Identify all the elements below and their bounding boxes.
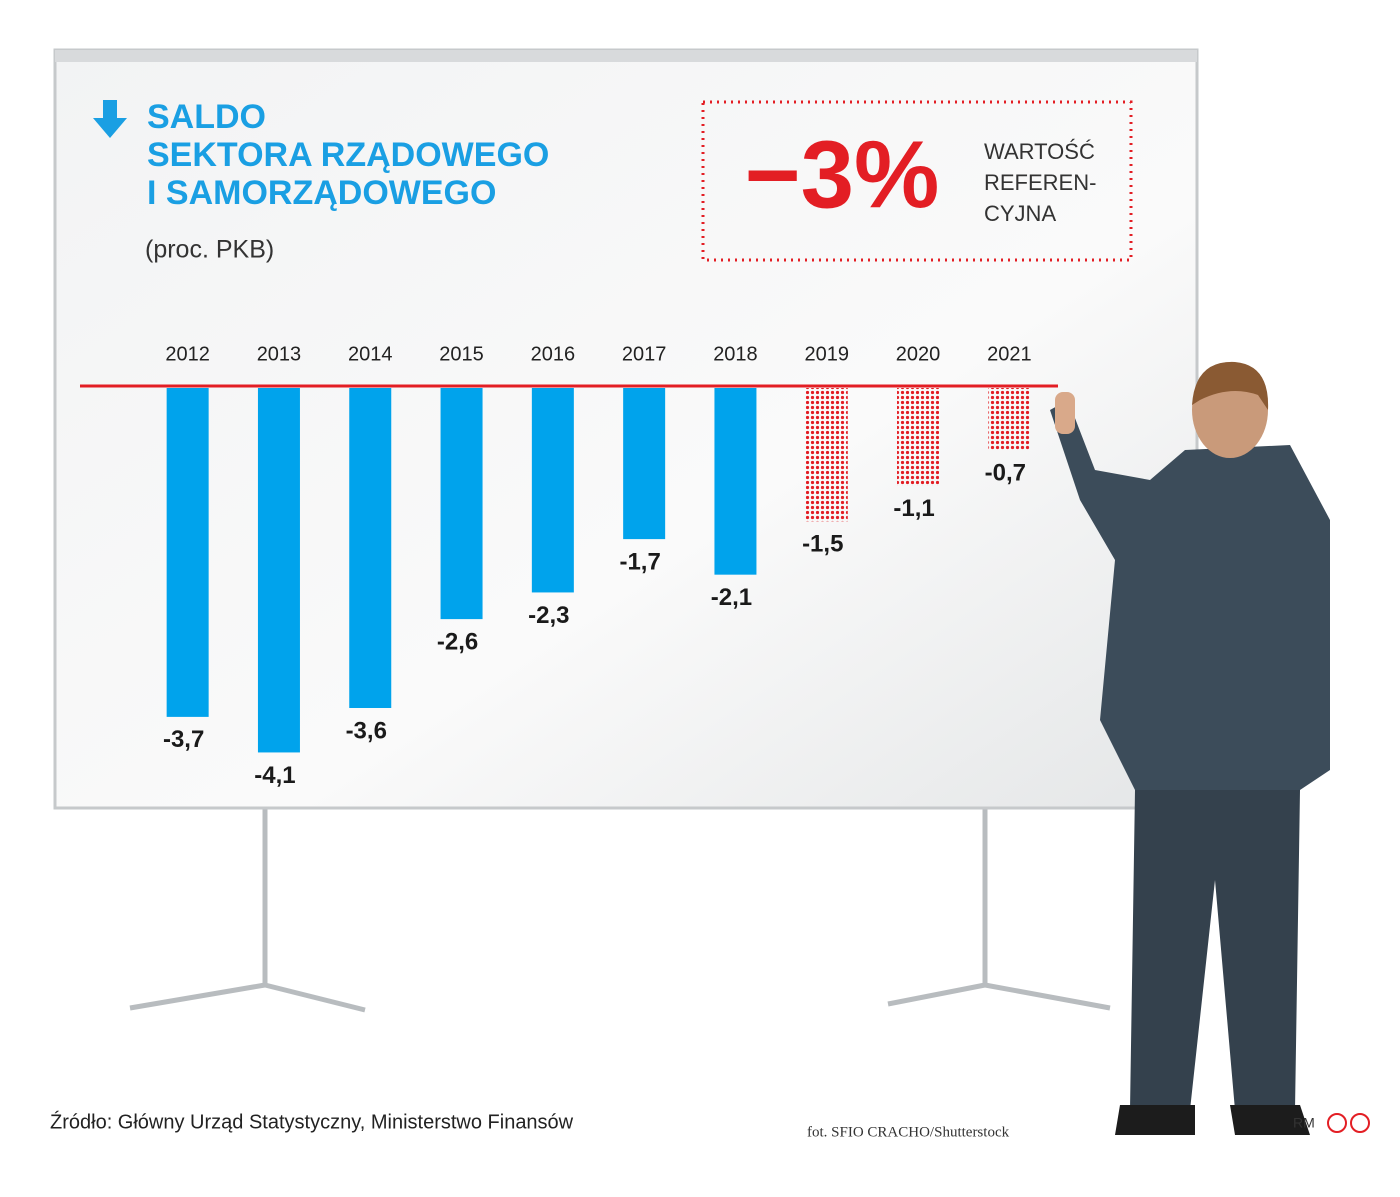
reference-box: [701, 100, 1133, 262]
value-label: -2,6: [437, 628, 478, 655]
value-label: -1,7: [619, 548, 660, 575]
plot: 2012 -3,7 2013 -4,1 2014 -3,6 2015 -2,6 2016 -2,3…: [80, 343, 1058, 789]
x-tick-label: 2019: [805, 343, 850, 365]
value-label: -4,1: [254, 762, 295, 789]
author: RM: [1293, 1115, 1315, 1131]
x-tick-label: 2017: [622, 343, 667, 365]
value-label: -1,5: [802, 531, 843, 558]
person: [1050, 361, 1330, 1135]
bar: [623, 388, 666, 540]
value-label: -2,1: [711, 584, 752, 611]
bar: [805, 388, 848, 522]
reference-text: WARTOŚĆ: [984, 139, 1095, 164]
title-line: SALDO: [147, 98, 266, 136]
stand: [129, 808, 1111, 1013]
x-tick-label: 2020: [896, 343, 941, 365]
x-tick-label: 2015: [439, 343, 484, 365]
subtitle: (proc. PKB): [145, 236, 274, 264]
bar: [714, 388, 757, 575]
source: Źródło: Główny Urząd Statystyczny, Minis…: [50, 1110, 574, 1133]
value-label: -3,7: [163, 726, 204, 753]
value-label: -0,7: [985, 460, 1026, 487]
bar: [988, 388, 1031, 451]
value-label: -3,6: [346, 717, 387, 744]
reference-text: REFEREN-: [984, 170, 1096, 195]
value-label: -2,3: [528, 602, 569, 629]
x-tick-label: 2016: [531, 343, 576, 365]
x-tick-label: 2021: [987, 343, 1032, 365]
x-tick-label: 2018: [713, 343, 758, 365]
x-tick-label: 2014: [348, 343, 393, 365]
bar: [440, 388, 483, 620]
logo: [1327, 1113, 1370, 1133]
arrow-icon: [93, 100, 127, 138]
bar: [897, 388, 940, 486]
x-tick-label: 2012: [165, 343, 210, 365]
bar: [166, 388, 209, 717]
reference-text: CYJNA: [984, 201, 1056, 226]
x-tick-label: 2013: [257, 343, 302, 365]
bar: [257, 388, 300, 753]
board-frame: [55, 50, 1197, 62]
photo-credit: fot. SFIO CRACHO/Shutterstock: [807, 1124, 1010, 1140]
bar: [531, 388, 574, 593]
title-line: SEKTORA RZĄDOWEGO: [147, 136, 549, 174]
reference-label: −3%: [745, 121, 940, 228]
bar: [349, 388, 392, 708]
value-label: -1,1: [893, 495, 934, 522]
title-line: I SAMORZĄDOWEGO: [147, 174, 496, 212]
